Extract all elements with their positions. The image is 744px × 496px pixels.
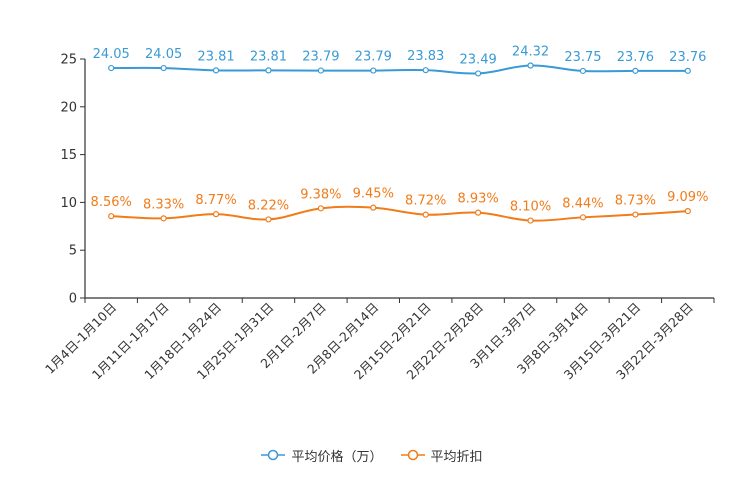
data-label-discount: 8.44% <box>562 196 603 211</box>
data-label-price: 23.83 <box>407 49 444 64</box>
data-label-discount: 9.09% <box>667 190 708 205</box>
point-price <box>212 67 220 74</box>
data-label-discount: 9.45% <box>353 187 394 202</box>
data-label-discount: 8.93% <box>457 192 498 207</box>
point-price <box>527 62 534 69</box>
legend-discount-icon <box>400 449 425 461</box>
data-label-price: 23.79 <box>355 50 392 65</box>
point-discount <box>265 216 272 223</box>
data-label-discount: 8.10% <box>510 200 551 215</box>
data-label-price: 23.76 <box>669 50 706 65</box>
legend-item-price[interactable]: 平均价格（万） <box>261 446 383 465</box>
data-label-price: 23.81 <box>250 49 287 64</box>
point-discount <box>212 211 220 218</box>
legend-discount-label: 平均折扣 <box>430 449 483 465</box>
legend: 平均价格（万） 平均折扣 <box>0 444 744 466</box>
point-discount <box>422 211 429 218</box>
point-price <box>632 67 639 74</box>
point-price <box>684 67 691 74</box>
data-label-price: 23.81 <box>197 49 234 64</box>
point-discount <box>684 207 691 215</box>
point-discount <box>160 215 167 222</box>
legend-price-label: 平均价格（万） <box>291 449 383 465</box>
data-label-discount: 8.56% <box>91 195 132 210</box>
data-label-price: 23.79 <box>302 50 339 65</box>
y-tick-label: 20 <box>60 100 77 115</box>
point-discount <box>370 204 377 211</box>
point-discount <box>317 205 324 212</box>
data-label-price: 23.76 <box>617 50 654 65</box>
legend-item-discount[interactable]: 平均折扣 <box>400 446 483 465</box>
data-label-price: 23.75 <box>564 50 601 65</box>
point-price <box>370 67 377 74</box>
point-price <box>160 64 167 72</box>
point-discount <box>108 213 115 220</box>
point-price <box>265 67 272 74</box>
series-line-price <box>111 64 688 75</box>
y-tick-label: 25 <box>60 53 77 68</box>
data-label-discount: 9.38% <box>300 187 341 202</box>
data-label-price: 24.32 <box>512 45 549 60</box>
point-price <box>422 67 429 74</box>
data-label-price: 23.49 <box>460 52 497 67</box>
point-discount <box>632 211 639 218</box>
data-label-price: 24.05 <box>93 47 130 62</box>
point-price <box>579 67 587 75</box>
y-tick-label: 15 <box>60 148 77 163</box>
data-label-discount: 8.22% <box>248 198 289 213</box>
point-discount <box>527 217 534 224</box>
point-discount <box>475 209 482 216</box>
data-label-discount: 8.77% <box>195 193 236 208</box>
point-discount <box>579 214 587 221</box>
data-label-discount: 8.73% <box>615 194 656 209</box>
data-label-discount: 8.33% <box>143 197 184 212</box>
point-price <box>475 70 482 77</box>
point-price <box>317 67 324 74</box>
point-price <box>108 64 115 72</box>
y-tick-label: 10 <box>60 196 77 211</box>
data-label-price: 24.05 <box>145 47 182 62</box>
legend-price-icon <box>261 449 286 461</box>
y-tick-label: 5 <box>69 244 77 259</box>
series-line-discount <box>111 205 688 222</box>
y-tick-label: 0 <box>69 292 77 307</box>
data-label-discount: 8.72% <box>405 194 446 209</box>
